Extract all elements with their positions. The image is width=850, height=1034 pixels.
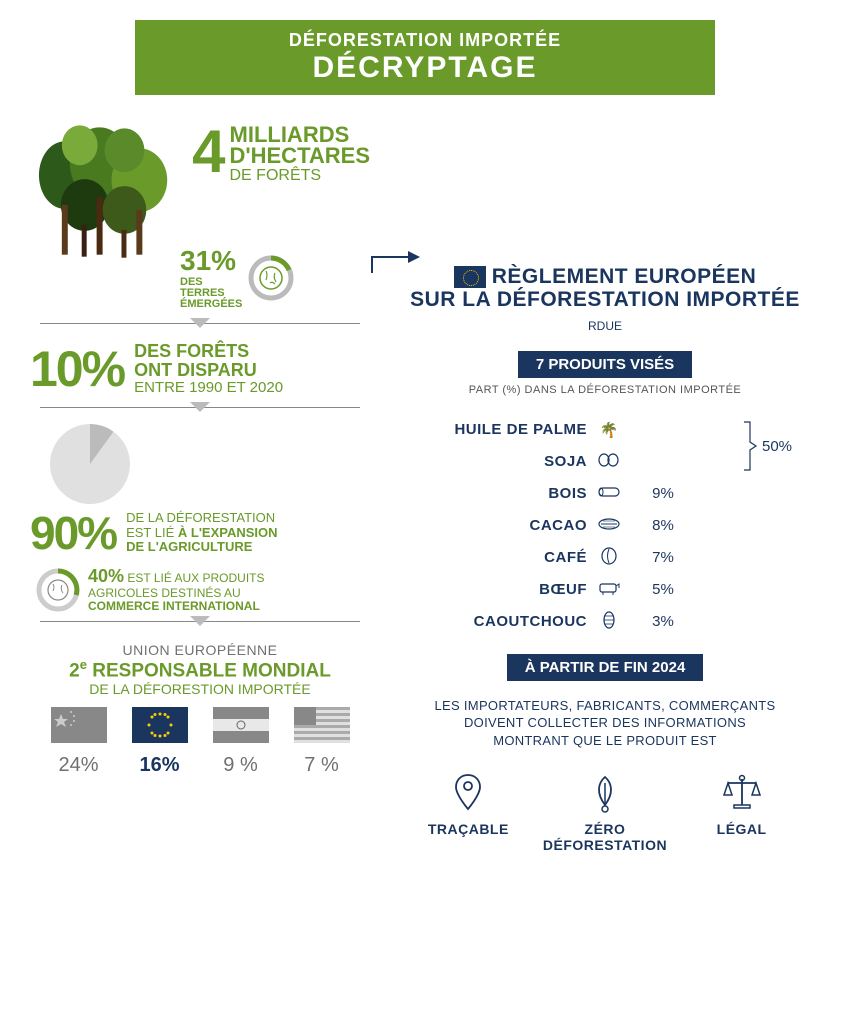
stat-31-pct: 31% [180,245,242,277]
req-zero-deforestation: ZÉRODÉFORESTATION [540,771,670,853]
product-row: CAFÉ 7% [450,542,780,574]
leaf-icon [540,771,670,815]
left-column: 4 MILLIARDS D'HECTARES DE FORÊTS 31% DES… [30,125,370,853]
palm-icon: 🌴 [595,421,623,439]
product-row: HUILE DE PALME 🌴 [450,414,740,446]
header-banner: DÉFORESTATION IMPORTÉE DÉCRYPTAGE [135,20,715,95]
products-badge: 7 PRODUITS VISÉS [518,351,692,378]
beef-icon [595,580,623,600]
product-row: SOJA [450,446,740,478]
products-list: HUILE DE PALME 🌴 SOJA 50% [450,414,780,638]
coffee-icon [595,547,623,569]
products-subtitle: PART (%) DANS LA DÉFORESTATION IMPORTÉE [390,384,820,396]
usa-flag-icon [294,707,350,743]
bracket-pct: 50% [762,438,792,455]
flag-usa: 7 % [287,707,357,777]
req-traceable: TRAÇABLE [403,771,533,853]
pin-icon [403,771,533,815]
flag-india: 9 % [206,707,276,777]
scale-icon [677,771,807,815]
eu-flag-icon [132,707,188,743]
wood-icon [595,485,623,503]
right-column: RÈGLEMENT EUROPÉEN SUR LA DÉFORESTATION … [390,125,820,853]
stat-10-block: 10% DES FORÊTS ONT DISPARU ENTRE 1990 ET… [30,340,370,398]
forest-icon [30,125,184,275]
requirements-row: TRAÇABLE ZÉRODÉFORESTATION LÉGAL [390,771,820,853]
cacao-icon [595,517,623,535]
divider [30,618,370,634]
product-row: BOIS 9% [450,478,780,510]
info-text: LES IMPORTATEURS, FABRICANTS, COMMERÇANT… [390,697,820,750]
stat-4-unit2: D'HECTARES [230,146,371,167]
china-flag-icon [51,707,107,743]
stat-10-pct: 10% [30,340,124,398]
header-title: DÉCRYPTAGE [155,51,695,85]
product-row: CAOUTCHOUC 3% [450,606,780,638]
stat-90-pct: 90% [30,506,116,560]
stat-40-block: 40% EST LIÉ AUX PRODUITS AGRICOLES DESTI… [36,566,370,614]
divider [30,320,370,336]
eu-flag-small-icon [454,266,486,288]
stat-4-sub: DE FORÊTS [230,167,371,185]
header-subtitle: DÉFORESTATION IMPORTÉE [155,30,695,51]
req-legal: LÉGAL [677,771,807,853]
stat-40-pct: 40% [88,566,124,586]
bracket-50: 50% [740,414,780,478]
eu-rank-block: UNION EUROPÉENNE 2e RESPONSABLE MONDIAL … [30,642,370,696]
pie-90-icon [50,424,130,504]
india-flag-icon [213,707,269,743]
product-row: CACAO 8% [450,510,780,542]
flags-row: 24% 16% [30,707,370,777]
timeline-badge: À PARTIR DE FIN 2024 [507,654,704,681]
flag-eu: 16% [125,707,195,777]
stat-4-number: 4 [192,125,225,179]
arrow-connector-icon [370,245,420,275]
divider [30,404,370,420]
globe-ring-icon [248,255,294,301]
product-row: BŒUF 5% [450,574,780,606]
globe-ring-40-icon [36,568,80,612]
stat-31-block: 31% DES TERRES ÉMERGÉES [180,245,370,310]
regulation-title: RÈGLEMENT EUROPÉEN SUR LA DÉFORESTATION … [390,265,820,335]
flag-china: 24% [44,707,114,777]
soy-icon [595,452,623,472]
rubber-icon [595,611,623,633]
stat-90-block: 90% DE LA DÉFORESTATION EST LIÉ À L'EXPA… [30,506,370,560]
